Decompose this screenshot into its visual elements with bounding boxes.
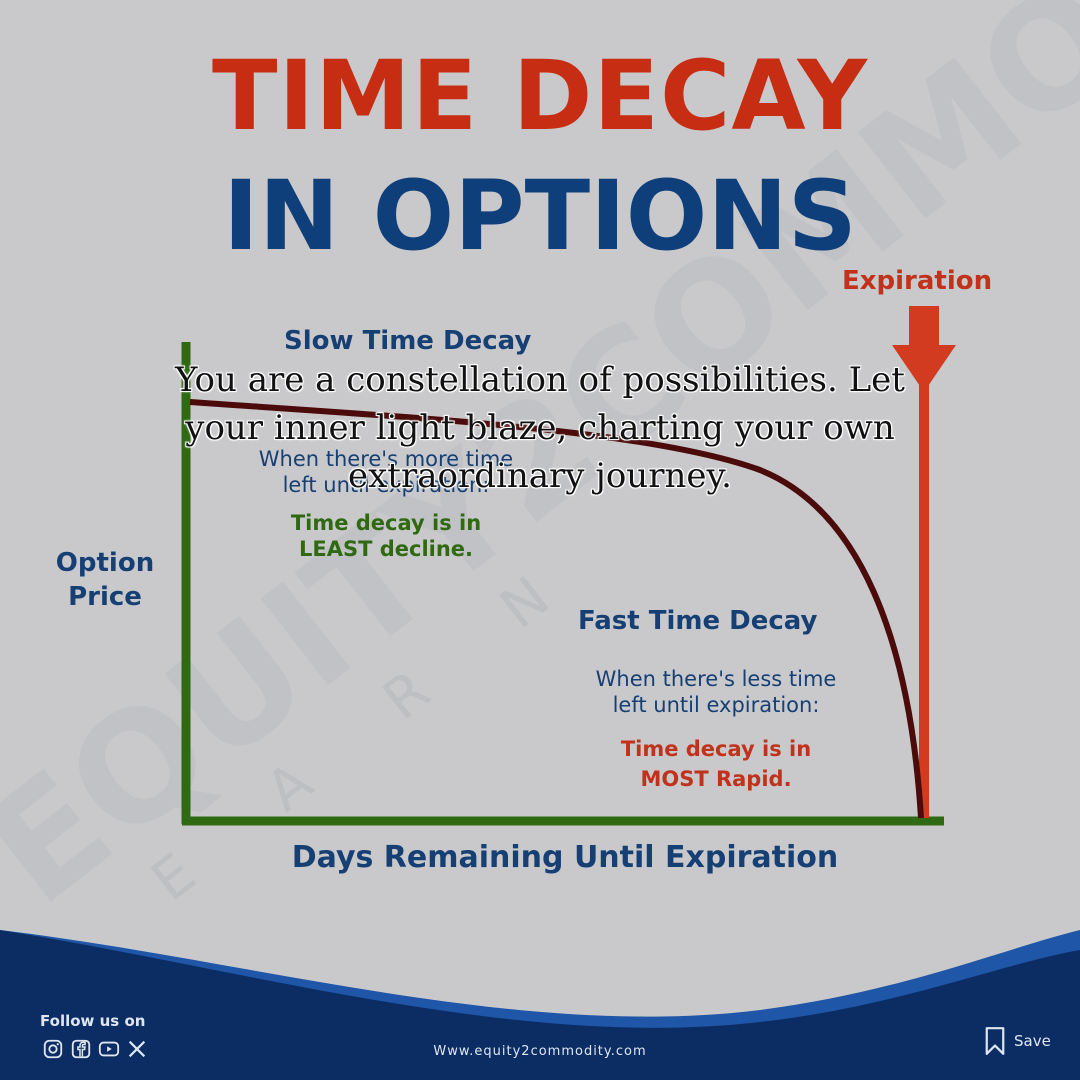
x-axis-label: Days Remaining Until Expiration [291, 840, 839, 875]
title-line-1: TIME DECAY [211, 40, 869, 152]
expiration-arrow [892, 306, 956, 392]
title-line-2: IN OPTIONS [223, 160, 857, 272]
save-label: Save [1014, 1032, 1051, 1050]
fast-decay-note: Time decay is in MOST Rapid. [556, 734, 876, 794]
slow-decay-body: When there's more time left until expira… [226, 446, 546, 498]
youtube-icon[interactable] [98, 1038, 120, 1060]
social-links [42, 1038, 148, 1060]
fast-decay-body: When there's less time left until expira… [556, 666, 876, 718]
save-button[interactable]: Save [984, 1026, 1051, 1056]
fast-decay-note-line: Time decay is in [620, 737, 812, 761]
y-axis-label: Option Price [40, 546, 170, 614]
fast-decay-body-line: When there's less time [595, 667, 837, 691]
expiration-label: Expiration [842, 266, 993, 296]
slow-decay-heading: Slow Time Decay [284, 326, 532, 356]
slow-decay-body-line: left until expiration: [282, 473, 490, 497]
slow-decay-note-line: Time decay is in [290, 511, 482, 535]
instagram-icon[interactable] [42, 1038, 64, 1060]
y-axis-label-line: Price [68, 582, 142, 612]
slow-decay-body-line: When there's more time [258, 447, 514, 471]
fast-decay-note-line: MOST Rapid. [640, 767, 792, 791]
fast-decay-body-line: left until expiration: [612, 693, 820, 717]
y-axis-label-line: Option [55, 548, 155, 578]
bookmark-icon [985, 1027, 1005, 1055]
x-icon[interactable] [126, 1038, 148, 1060]
facebook-icon[interactable] [70, 1038, 92, 1060]
quote-overlay: You are a constellation of possibilities… [175, 360, 905, 496]
slow-decay-note: Time decay is in LEAST decline. [226, 510, 546, 562]
website-link[interactable]: Www.equity2commodity.com [433, 1044, 647, 1059]
fast-decay-heading: Fast Time Decay [578, 606, 818, 636]
footer-wave [0, 930, 1080, 1080]
slow-decay-note-line: LEAST decline. [298, 537, 474, 561]
decay-curve [189, 399, 924, 819]
follow-us-label: Follow us on [40, 1012, 146, 1030]
